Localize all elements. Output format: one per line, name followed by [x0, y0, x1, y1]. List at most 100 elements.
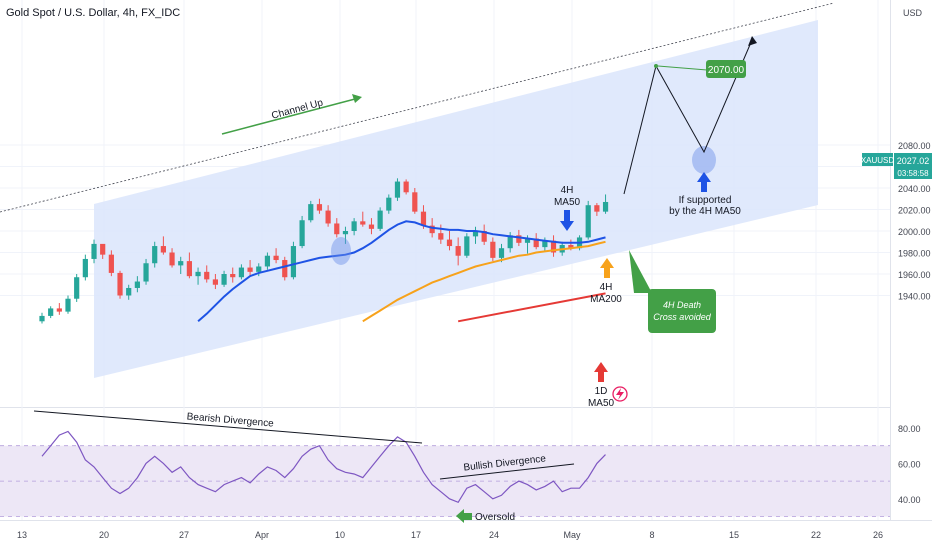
candle-body	[455, 246, 461, 256]
channel-up-arrow	[221, 98, 356, 135]
price-axis-tick: 2000.00	[898, 227, 931, 237]
candle-body	[498, 248, 505, 258]
candle-body	[117, 272, 123, 296]
support-label-1: If supported	[679, 195, 732, 206]
candle-body	[412, 192, 418, 212]
ma50-1d-line	[457, 292, 606, 323]
ma200-line	[362, 240, 606, 323]
price-axis-tick: 2080.00	[898, 141, 931, 151]
candle-body	[342, 231, 349, 235]
candle-body	[472, 231, 479, 237]
channel-up-arrow-head	[352, 94, 362, 103]
price-axis-tick: 2040.00	[898, 184, 931, 194]
ma200-label-1: 4H	[600, 282, 613, 293]
candle-body	[325, 210, 331, 224]
candle-body	[360, 221, 366, 225]
candle-body	[169, 252, 175, 266]
death-cross-label-1: 4H Death	[663, 300, 701, 310]
price-axis-unit: USD	[903, 8, 923, 18]
time-axis-tick: 17	[411, 530, 421, 540]
candle-body	[550, 240, 557, 253]
candle-body	[108, 254, 114, 273]
candle-body	[100, 243, 106, 255]
projection-path	[623, 39, 753, 195]
time-axis-tick: Apr	[255, 530, 269, 540]
countdown-label: 03:58:58	[897, 169, 929, 178]
candle-body	[230, 274, 236, 278]
rsi-line	[41, 430, 606, 504]
time-axis-tick: 22	[811, 530, 821, 540]
candle-body	[195, 271, 201, 277]
ma50-touch-circle	[331, 237, 351, 265]
ma50-1d-label-2: MA50	[588, 398, 615, 409]
rsi-band	[0, 445, 890, 517]
candle-body	[490, 241, 496, 258]
ma50-down-arrow	[560, 210, 574, 231]
candle-body	[39, 315, 45, 322]
candle-body	[56, 308, 62, 312]
target-price-label: 2070.00	[708, 65, 745, 76]
death-cross-callout-tail	[629, 250, 652, 293]
lightning-icon	[616, 388, 624, 400]
ma50-1d-up-arrow	[594, 362, 608, 382]
candle-body	[186, 261, 192, 277]
death-cross-label-2: Cross avoided	[653, 312, 712, 322]
time-axis-tick: May	[563, 530, 581, 540]
candle-body	[82, 258, 88, 278]
candle-body	[48, 308, 54, 316]
candle-body	[91, 243, 97, 259]
symbol-badge-label: XAUUSD	[861, 156, 895, 165]
candle-body	[160, 246, 166, 253]
candle-body	[256, 266, 262, 272]
channel-resistance-line	[0, 2, 835, 213]
candle-body	[542, 240, 548, 248]
price-axis-tick: 1940.00	[898, 292, 931, 302]
time-axis-tick: 24	[489, 530, 499, 540]
ma50-line	[197, 220, 606, 323]
candle-body	[533, 238, 539, 248]
last-price-label: 2027.02	[897, 156, 930, 166]
chart-title: Gold Spot / U.S. Dollar, 4h, FX_IDC	[6, 7, 181, 19]
candle-body	[438, 233, 444, 240]
projection-arrow-head	[748, 36, 757, 46]
death-cross-callout	[648, 289, 716, 333]
bullish-divergence-line	[439, 463, 575, 480]
support-up-arrow	[697, 172, 711, 192]
candle-body	[238, 267, 245, 278]
candle-body	[152, 246, 158, 264]
time-axis-tick: 20	[99, 530, 109, 540]
candle-body	[316, 204, 323, 211]
time-axis-tick: 15	[729, 530, 739, 540]
candle-body	[602, 201, 609, 212]
candle-body	[524, 238, 531, 243]
ma200-label-2: MA200	[590, 294, 622, 305]
ma50-label-1: 4H	[561, 185, 574, 196]
candle-body	[446, 239, 453, 247]
candle-body	[377, 210, 383, 229]
target-point	[654, 64, 658, 68]
candle-body	[264, 255, 271, 267]
bearish-divergence-line	[33, 410, 423, 444]
candle-body	[394, 181, 401, 198]
last-price-badge	[894, 153, 932, 179]
candle-body	[134, 281, 140, 288]
time-axis-tick: 13	[17, 530, 27, 540]
candle-body	[585, 205, 591, 238]
candle-body	[247, 267, 253, 272]
candle-body	[594, 205, 600, 212]
candle-body	[299, 220, 305, 247]
candle-body	[221, 274, 227, 285]
candle-body	[368, 224, 375, 229]
rsi-axis-tick: 60.00	[898, 459, 921, 469]
candle-body	[386, 197, 392, 211]
time-axis-tick: 8	[649, 530, 654, 540]
oversold-arrow	[456, 509, 472, 523]
price-axis-tick: 1960.00	[898, 270, 931, 280]
candle-body	[178, 261, 184, 266]
candle-body	[143, 263, 149, 282]
candle-body	[507, 235, 513, 249]
candle-body	[308, 204, 314, 221]
time-axis-tick: 10	[335, 530, 345, 540]
candle-body	[420, 211, 427, 226]
